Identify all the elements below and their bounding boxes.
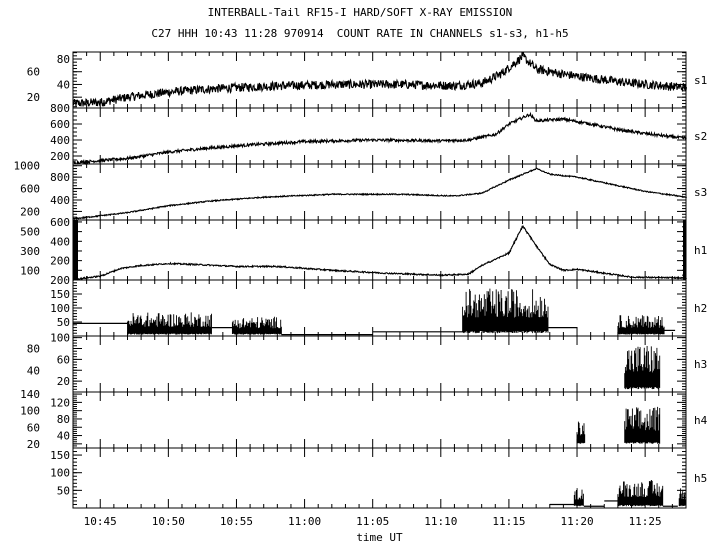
y-tick-label-s2: 600 bbox=[50, 118, 70, 131]
h1-right-saturation-bar bbox=[683, 220, 686, 280]
x-tick-label: 11:15 bbox=[492, 515, 525, 528]
y-tick-label-h4: 140 bbox=[20, 388, 40, 401]
y-tick-label-h1: 100 bbox=[20, 264, 40, 277]
burst-h3 bbox=[624, 346, 661, 390]
y-tick-label-s2: 200 bbox=[50, 150, 70, 163]
channel-label-s1: s1 bbox=[694, 74, 707, 87]
y-tick-label-h5: 50 bbox=[57, 484, 70, 497]
y-tick-label-h1: 200 bbox=[50, 255, 70, 268]
y-tick-label-h4: 60 bbox=[27, 421, 40, 434]
channel-label-h3: h3 bbox=[694, 358, 707, 371]
x-tick-label: 10:45 bbox=[84, 515, 117, 528]
y-tick-label-h4: 80 bbox=[57, 413, 70, 426]
y-tick-label-s3: 800 bbox=[50, 171, 70, 184]
y-tick-label-s3: 1000 bbox=[14, 160, 41, 173]
y-tick-label-h5: 100 bbox=[50, 467, 70, 480]
panel-frame-s3 bbox=[72, 163, 687, 221]
burst-h2 bbox=[462, 288, 549, 334]
chart-title: INTERBALL-Tail RF15-I HARD/SOFT X-RAY EM… bbox=[207, 6, 513, 19]
y-tick-label-h1: 500 bbox=[20, 226, 40, 239]
y-tick-label-h2: 100 bbox=[50, 302, 70, 315]
y-tick-label-h2: 150 bbox=[50, 288, 70, 301]
y-tick-label-s2: 800 bbox=[50, 102, 70, 115]
y-tick-label-s1: 80 bbox=[57, 53, 70, 66]
y-tick-label-h3: 40 bbox=[27, 364, 40, 377]
series-line-h1 bbox=[72, 224, 687, 281]
channel-label-h2: h2 bbox=[694, 302, 707, 315]
h1-left-saturation-bar bbox=[73, 220, 78, 280]
burst-h4 bbox=[576, 421, 586, 444]
y-tick-label-s3: 400 bbox=[50, 194, 70, 207]
y-tick-label-h4: 100 bbox=[20, 405, 40, 418]
panel-frame-h5 bbox=[72, 447, 687, 509]
burst-h2 bbox=[127, 312, 212, 335]
x-tick-label: 11:20 bbox=[560, 515, 593, 528]
x-tick-label: 11:10 bbox=[424, 515, 457, 528]
burst-h2 bbox=[231, 316, 282, 335]
y-tick-label-h1: 400 bbox=[50, 235, 70, 248]
panel-frame-h4 bbox=[72, 391, 687, 449]
y-tick-label-s3: 200 bbox=[20, 205, 40, 218]
x-tick-label: 11:00 bbox=[288, 515, 321, 528]
panel-frame-h3 bbox=[72, 335, 687, 393]
burst-h4 bbox=[624, 406, 661, 444]
y-tick-label-h4: 120 bbox=[50, 396, 70, 409]
y-tick-label-s3: 600 bbox=[20, 183, 40, 196]
y-tick-label-h4: 40 bbox=[57, 430, 70, 443]
channel-label-h5: h5 bbox=[694, 472, 707, 485]
chart-subtitle: C27 HHH 10:43 11:28 970914 COUNT RATE IN… bbox=[151, 27, 569, 40]
channel-label-h4: h4 bbox=[694, 414, 708, 427]
y-tick-label-h3: 80 bbox=[27, 343, 40, 356]
y-tick-label-h3: 100 bbox=[50, 332, 70, 345]
y-tick-label-h2: 200 bbox=[50, 274, 70, 287]
x-tick-label: 10:50 bbox=[152, 515, 185, 528]
channel-label-h1: h1 bbox=[694, 244, 707, 257]
channel-label-s2: s2 bbox=[694, 130, 707, 143]
burst-h5 bbox=[617, 480, 664, 507]
y-tick-label-h5: 150 bbox=[50, 449, 70, 462]
y-tick-label-h3: 20 bbox=[57, 375, 70, 388]
series-line-s3 bbox=[72, 167, 687, 220]
y-tick-label-s2: 400 bbox=[50, 134, 70, 147]
y-tick-label-h1: 600 bbox=[50, 216, 70, 229]
y-tick-label-h1: 300 bbox=[20, 245, 40, 258]
y-tick-label-s1: 40 bbox=[57, 78, 70, 91]
y-tick-label-h2: 50 bbox=[57, 316, 70, 329]
burst-h5 bbox=[678, 488, 686, 507]
x-tick-label: 11:05 bbox=[356, 515, 389, 528]
channel-label-s3: s3 bbox=[694, 186, 707, 199]
x-axis-label: time UT bbox=[356, 531, 403, 544]
x-tick-label: 10:55 bbox=[220, 515, 253, 528]
y-tick-label-s1: 60 bbox=[27, 66, 40, 79]
series-line-s1 bbox=[72, 52, 688, 107]
x-tick-label: 11:25 bbox=[629, 515, 662, 528]
burst-h2 bbox=[617, 315, 665, 335]
series-line-s2 bbox=[72, 111, 687, 166]
y-tick-label-h4: 20 bbox=[27, 438, 40, 451]
y-tick-label-h3: 60 bbox=[57, 353, 70, 366]
burst-h5 bbox=[573, 488, 584, 507]
panel-frame-s2 bbox=[72, 107, 687, 165]
y-tick-label-s1: 20 bbox=[27, 91, 40, 104]
